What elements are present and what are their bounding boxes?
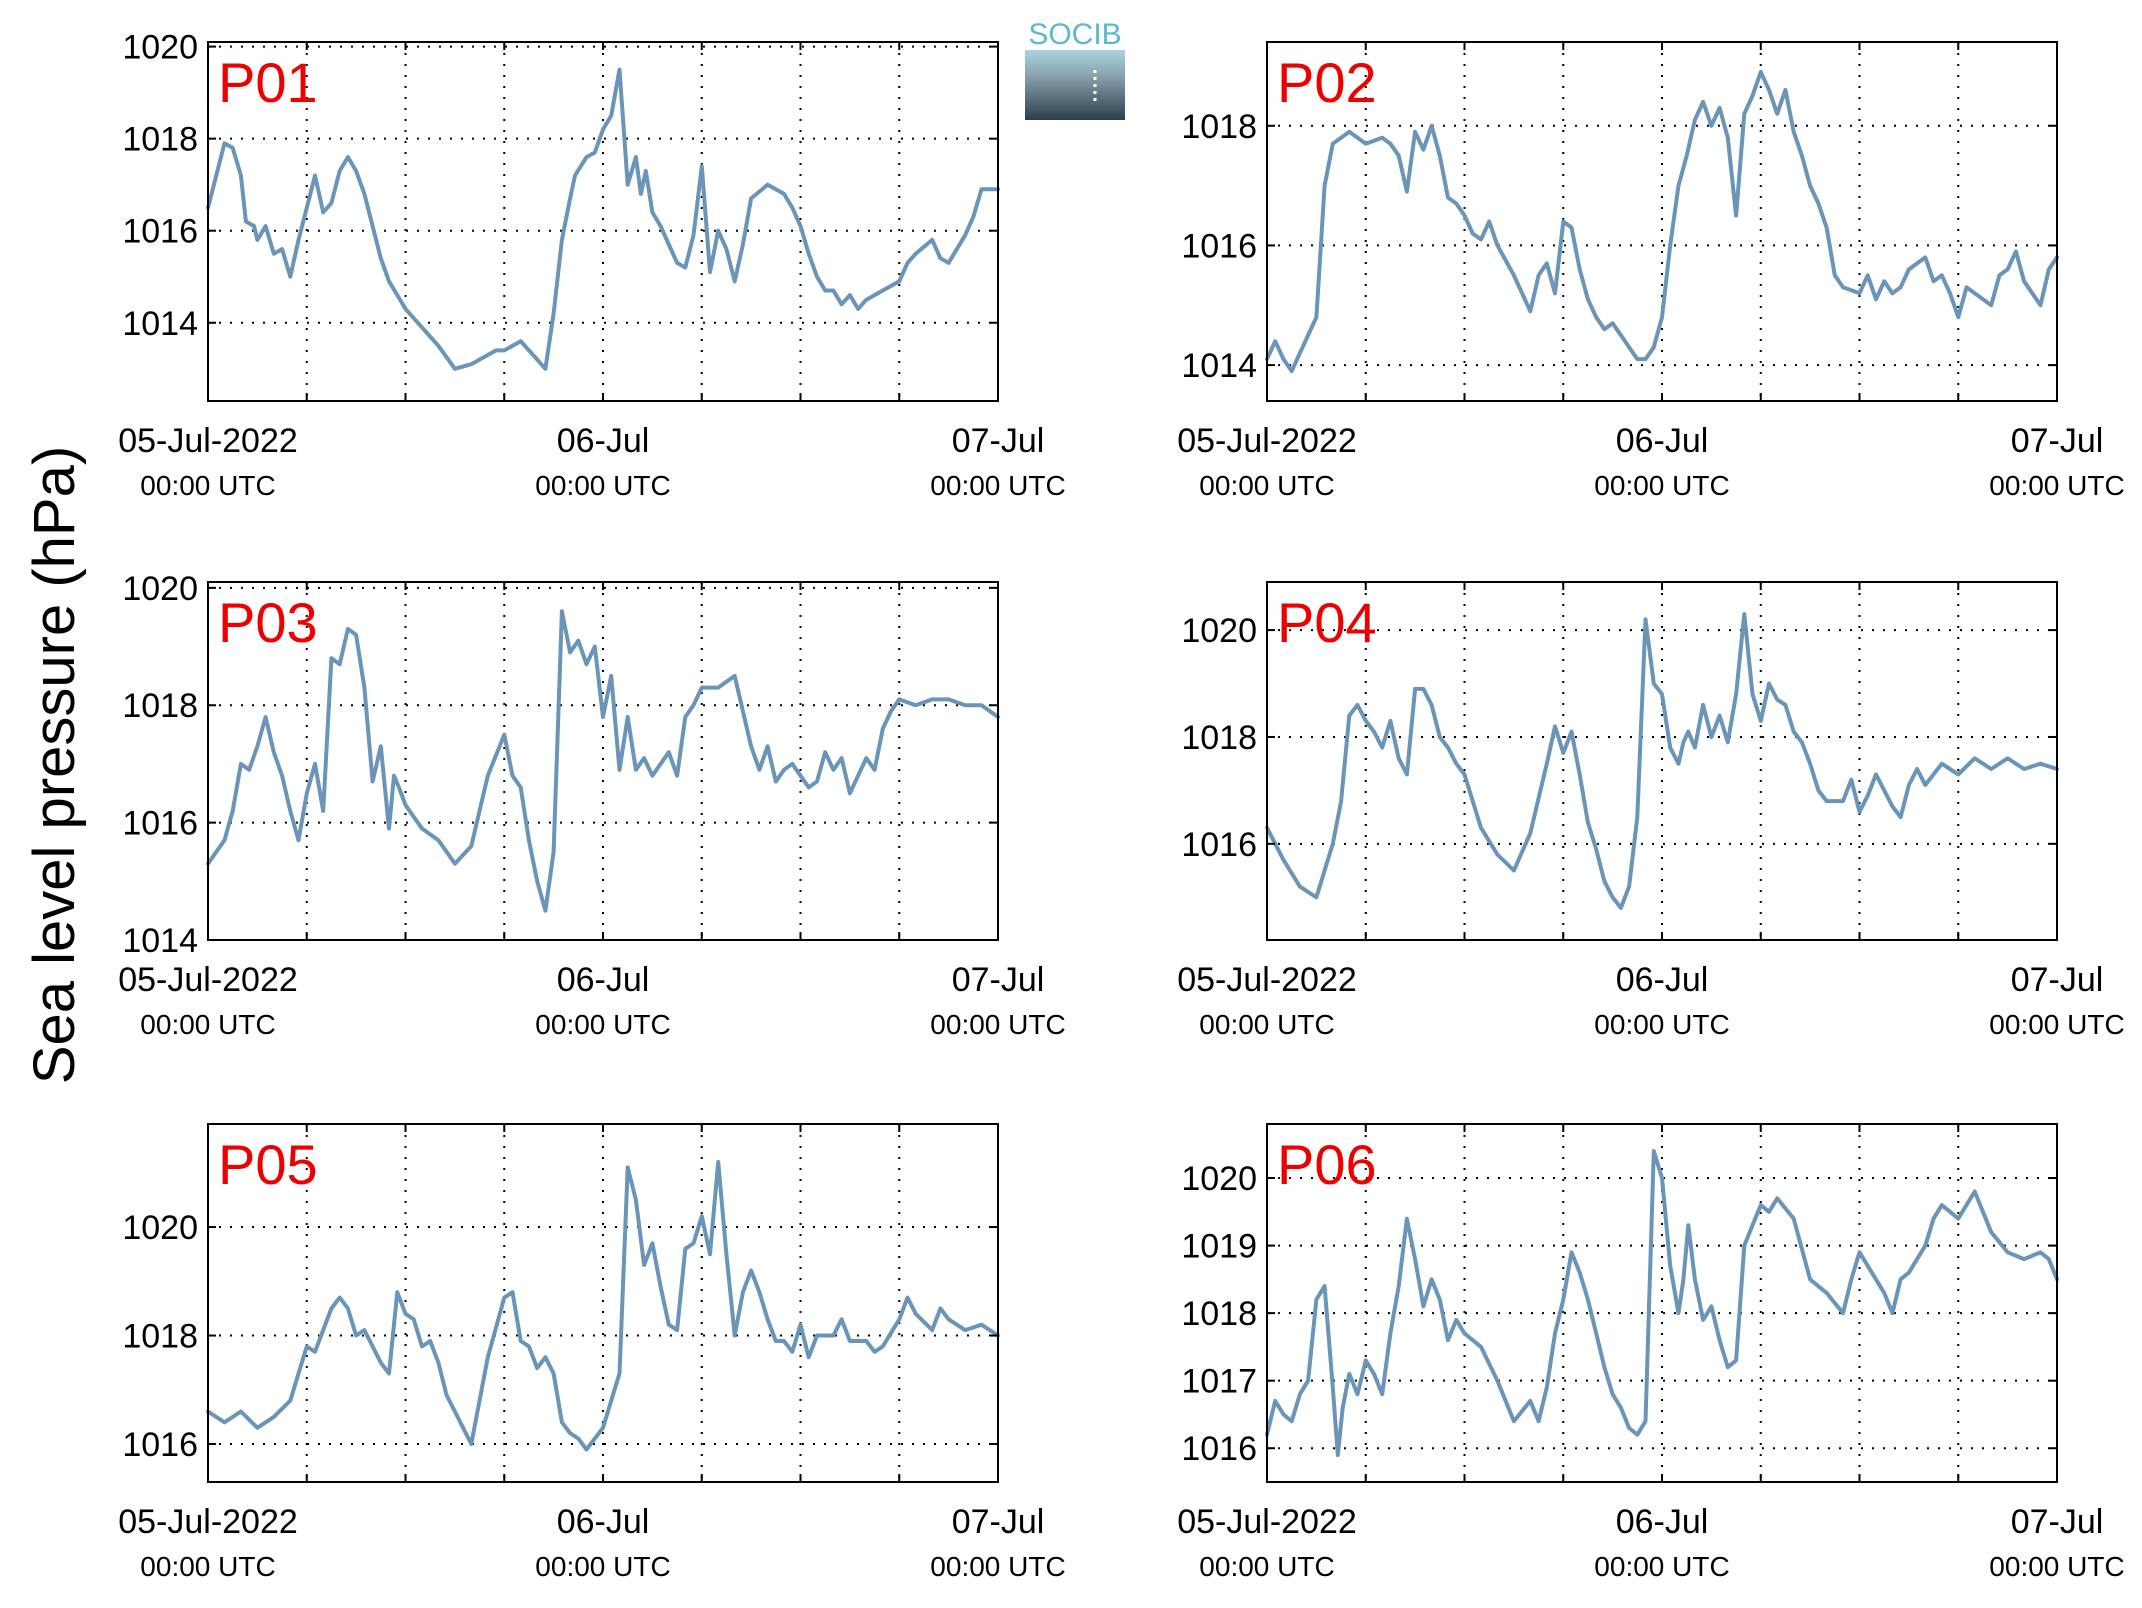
y-tick-label: 1014	[1181, 347, 1257, 385]
x-tick-label: 07-Jul	[952, 961, 1045, 999]
shared-y-axis-label: Sea level pressure (hPa)	[22, 446, 87, 1084]
panel-p01: 1014 1016 1018 1020 05-Jul-2022 00:00 UTC 06-J…	[118, 29, 1065, 501]
x-tick-sublabel: 00:00 UTC	[1199, 1009, 1334, 1040]
x-tick-sublabel: 00:00 UTC	[535, 1009, 670, 1040]
x-tick-sublabel: 00:00 UTC	[535, 1551, 670, 1582]
plot-frame	[207, 41, 999, 402]
y-tick-label: 1017	[1181, 1363, 1257, 1401]
series-line-p06	[1265, 1149, 2059, 1457]
series-line-p02	[1265, 69, 2059, 374]
x-tick-label: 06-Jul	[557, 1503, 650, 1541]
series-line-p03	[206, 609, 1000, 913]
y-tick-label: 1018	[122, 687, 198, 725]
panel-p06: 1016 1017 1018 1019 1020 05-Jul-2022 00:00 UTC…	[1177, 1123, 2125, 1582]
x-tick-sublabel: 00:00 UTC	[1594, 470, 1729, 501]
x-tick-label: 07-Jul	[2011, 961, 2104, 999]
y-tick-label: 1016	[122, 213, 198, 251]
y-tick-label: 1016	[1181, 1430, 1257, 1468]
x-tick-sublabel: 00:00 UTC	[535, 470, 670, 501]
y-tick-label: 1016	[1181, 826, 1257, 864]
panel-p03: 1014 1016 1018 1020 05-Jul-2022 00:00 UTC 06-J…	[118, 570, 1065, 1040]
y-tick-label: 1020	[1181, 1160, 1257, 1198]
x-tick-label: 06-Jul	[1616, 961, 1709, 999]
x-tick-sublabel: 00:00 UTC	[140, 470, 275, 501]
x-tick-sublabel: 00:00 UTC	[930, 1009, 1065, 1040]
y-tick-label: 1014	[122, 922, 198, 960]
x-tick-sublabel: 00:00 UTC	[1594, 1009, 1729, 1040]
panel-label: P01	[218, 51, 318, 114]
x-tick-label: 06-Jul	[1616, 1503, 1709, 1541]
x-tick-label: 07-Jul	[952, 422, 1045, 460]
x-tick-sublabel: 00:00 UTC	[1989, 1009, 2124, 1040]
y-tick-label: 1018	[1181, 719, 1257, 757]
y-tick-label: 1016	[122, 805, 198, 843]
logo-text: SOCIB	[1028, 18, 1121, 51]
panel-p05: 1016 1018 1020 05-Jul-2022 00:00 UTC 06-Jul 00…	[118, 1123, 1066, 1582]
x-tick-sublabel: 00:00 UTC	[1199, 1551, 1334, 1582]
y-tick-label: 1018	[122, 121, 198, 159]
y-tick-label: 1020	[122, 570, 198, 608]
x-tick-sublabel: 00:00 UTC	[140, 1551, 275, 1582]
panel-label: P03	[218, 591, 318, 654]
y-tick-label: 1018	[1181, 108, 1257, 146]
x-tick-label: 05-Jul-2022	[118, 422, 298, 460]
y-tick-label: 1016	[1181, 227, 1257, 265]
series-line-p01	[206, 67, 1000, 371]
x-tick-label: 06-Jul	[1616, 422, 1709, 460]
x-tick-sublabel: 00:00 UTC	[930, 470, 1065, 501]
x-tick-sublabel: 00:00 UTC	[930, 1551, 1065, 1582]
y-tick-label: 1020	[122, 29, 198, 67]
y-tick-label: 1018	[1181, 1295, 1257, 1333]
x-tick-label: 05-Jul-2022	[1177, 1503, 1357, 1541]
panel-label: P04	[1277, 591, 1377, 654]
y-tick-label: 1020	[1181, 612, 1257, 650]
x-tick-label: 05-Jul-2022	[1177, 961, 1357, 999]
panel-label: P02	[1277, 51, 1377, 114]
x-tick-label: 07-Jul	[2011, 1503, 2104, 1541]
panel-p04: 1016 1018 1020 05-Jul-2022 00:00 UTC 06-Jul 00…	[1177, 581, 2125, 1040]
x-tick-label: 05-Jul-2022	[1177, 422, 1357, 460]
logo-image	[1025, 50, 1125, 120]
panels: 1014 1016 1018 1020 05-Jul-2022 00:00 UTC 06-J…	[118, 29, 2124, 1582]
panel-label: P05	[218, 1133, 318, 1196]
series-line-p05	[206, 1160, 1000, 1452]
y-tick-label: 1018	[122, 1318, 198, 1356]
plot-frame	[1266, 41, 2058, 402]
y-tick-label: 1016	[122, 1426, 198, 1464]
plot-frame	[1266, 581, 2058, 941]
panel-label: P06	[1277, 1133, 1377, 1196]
x-tick-sublabel: 00:00 UTC	[140, 1009, 275, 1040]
y-tick-label: 1020	[122, 1209, 198, 1247]
x-tick-sublabel: 00:00 UTC	[1989, 1551, 2124, 1582]
x-tick-label: 07-Jul	[952, 1503, 1045, 1541]
x-tick-label: 07-Jul	[2011, 422, 2104, 460]
panel-p02: 1014 1016 1018 05-Jul-2022 00:00 UTC 06-Jul 00…	[1177, 41, 2125, 501]
x-tick-sublabel: 00:00 UTC	[1594, 1551, 1729, 1582]
y-tick-label: 1014	[122, 305, 198, 343]
x-tick-label: 06-Jul	[557, 961, 650, 999]
x-tick-sublabel: 00:00 UTC	[1989, 470, 2124, 501]
x-tick-label: 05-Jul-2022	[118, 961, 298, 999]
x-tick-sublabel: 00:00 UTC	[1199, 470, 1334, 501]
x-tick-label: 05-Jul-2022	[118, 1503, 298, 1541]
socib-logo: SOCIB	[1025, 18, 1125, 120]
y-tick-label: 1019	[1181, 1228, 1257, 1266]
series-line-p04	[1265, 612, 2059, 910]
x-tick-label: 06-Jul	[557, 422, 650, 460]
